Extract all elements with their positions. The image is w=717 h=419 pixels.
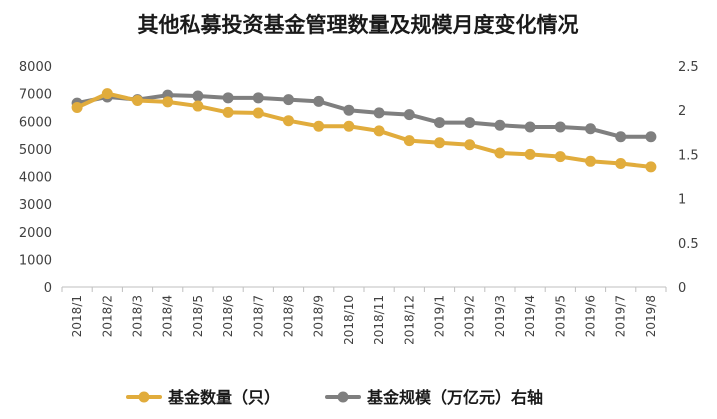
data-point — [494, 119, 506, 131]
data-point — [464, 117, 476, 129]
data-point — [434, 137, 445, 149]
y-right-tick-label: 0.5 — [678, 237, 699, 252]
data-point — [192, 90, 204, 102]
data-point — [615, 158, 627, 170]
y-left-tick-label: 4000 — [19, 171, 52, 186]
x-tick-label: 2019/4 — [523, 295, 537, 337]
x-tick-label: 2018/3 — [131, 295, 145, 337]
y-left-tick-label: 7000 — [19, 88, 52, 103]
legend: 基金数量（只） 基金规模（万亿元）右轴 — [126, 388, 543, 407]
y-right-tick-label: 1.5 — [678, 148, 699, 163]
data-point — [403, 135, 415, 147]
y-right-tick-label: 2 — [678, 104, 686, 119]
legend-swatch-marker — [138, 391, 150, 403]
data-point — [343, 120, 355, 132]
data-point — [192, 100, 204, 112]
x-tick-label: 2018/5 — [191, 295, 205, 337]
data-point — [585, 155, 596, 167]
data-point — [222, 92, 234, 104]
data-point — [252, 92, 264, 104]
data-point — [403, 109, 415, 121]
x-tick-label: 2018/1 — [70, 295, 84, 337]
x-tick-label: 2018/7 — [251, 295, 265, 337]
series-layer — [71, 88, 657, 173]
y-right-tick-label: 1 — [678, 193, 686, 208]
data-point — [252, 107, 264, 119]
x-tick-label: 2019/6 — [584, 295, 598, 337]
x-tick-label: 2018/4 — [161, 295, 175, 337]
y-left-tick-label: 5000 — [19, 143, 52, 158]
x-tick-label: 2019/1 — [433, 295, 447, 337]
data-point — [524, 121, 536, 133]
x-tick-label: 2018/9 — [312, 295, 326, 337]
data-point — [313, 95, 325, 107]
y-left-tick-label: 1000 — [19, 253, 52, 268]
data-point — [615, 131, 627, 143]
data-point — [313, 120, 325, 132]
data-point — [343, 104, 355, 116]
y-right-tick-label: 0 — [678, 281, 686, 296]
x-tick-label: 2019/8 — [644, 295, 658, 337]
legend-swatch-marker — [337, 391, 349, 403]
x-tick-label: 2019/3 — [493, 295, 507, 337]
x-tick-label: 2019/2 — [463, 295, 477, 337]
legend-label: 基金规模（万亿元）右轴 — [366, 388, 543, 407]
y-left-tick-label: 3000 — [19, 198, 52, 213]
data-point — [222, 106, 234, 118]
data-point — [373, 107, 385, 119]
data-point — [162, 96, 174, 108]
x-tick-label: 2018/8 — [282, 295, 296, 337]
data-point — [645, 161, 657, 173]
x-tick-label: 2019/7 — [614, 295, 628, 337]
data-point — [373, 125, 385, 137]
x-tick-label: 2018/2 — [100, 295, 114, 337]
data-point — [554, 121, 566, 133]
x-tick-label: 2018/12 — [402, 295, 416, 345]
data-point — [101, 88, 113, 100]
data-point — [132, 95, 143, 107]
x-tick-label: 2018/10 — [342, 295, 356, 345]
y-right-tick-label: 2.5 — [678, 60, 699, 75]
y-left-tick-label: 2000 — [19, 226, 52, 241]
data-point — [71, 101, 83, 113]
x-tick-label: 2018/11 — [372, 295, 386, 345]
y-left-tick-label: 8000 — [19, 60, 52, 75]
y-left-tick-label: 6000 — [19, 115, 52, 130]
y-left-tick-label: 0 — [44, 281, 52, 296]
data-point — [283, 94, 294, 106]
chart-title: 其他私募投资基金管理数量及规模月度变化情况 — [138, 12, 579, 37]
data-point — [434, 117, 445, 129]
axes: 2018/1 2018/2 2018/3 2018/4 2018/5 2018/6 2018… — [19, 60, 699, 345]
data-point — [464, 139, 476, 151]
data-point — [524, 148, 536, 160]
x-tick-label: 2018/6 — [221, 295, 235, 337]
legend-label: 基金数量（只） — [167, 388, 280, 407]
x-tick-label: 2019/5 — [553, 295, 567, 337]
data-point — [494, 147, 506, 159]
data-point — [585, 123, 596, 135]
data-point — [283, 115, 294, 127]
data-point — [645, 131, 657, 143]
data-point — [554, 151, 566, 163]
